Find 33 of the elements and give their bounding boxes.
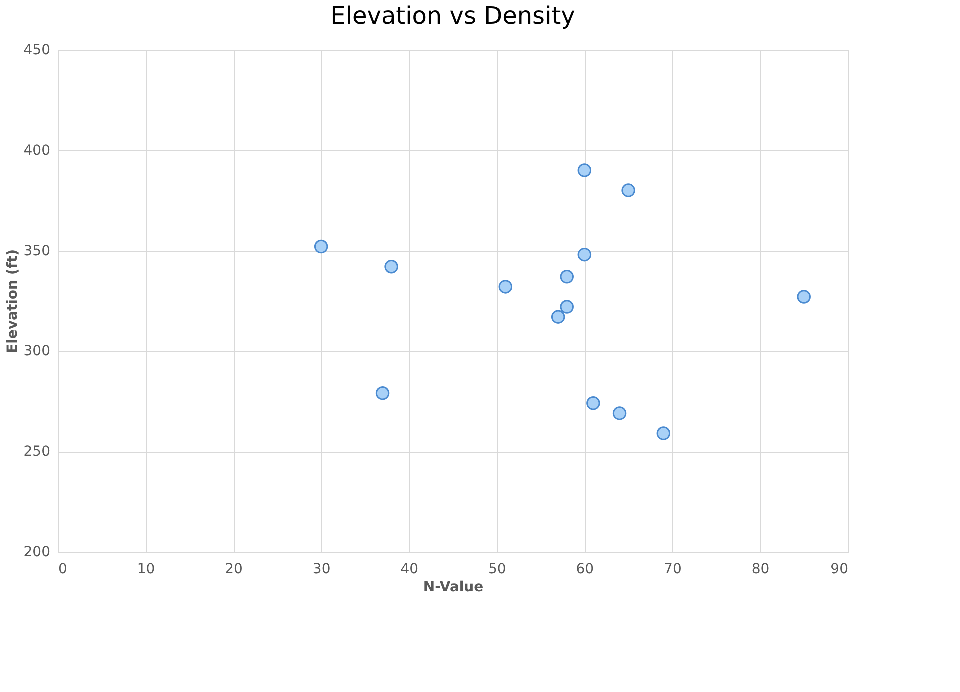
point <box>586 396 600 410</box>
x-tick-label: 50 <box>488 562 506 578</box>
x-tick-label: 70 <box>664 562 682 578</box>
y-tick-label: 300 <box>24 344 50 360</box>
point <box>612 406 627 420</box>
x-tick-label: 20 <box>225 562 243 578</box>
point <box>578 164 592 178</box>
x-tick-label: 80 <box>752 562 770 578</box>
y-tick-label: 450 <box>24 42 50 58</box>
point <box>498 280 513 294</box>
x-tick-label: 90 <box>830 562 848 578</box>
x-tick-label: 0 <box>58 562 68 578</box>
x-tick-label: 10 <box>137 562 156 578</box>
point <box>376 386 390 400</box>
point <box>578 248 592 262</box>
point <box>551 310 566 324</box>
point <box>314 240 328 254</box>
x-tick-label: 60 <box>576 562 594 578</box>
chart-title: Elevation vs Density <box>330 2 576 30</box>
point <box>656 426 671 440</box>
y-tick-label: 250 <box>24 444 50 460</box>
y-tick-label: 200 <box>24 544 50 560</box>
point <box>797 290 811 304</box>
point <box>622 184 636 198</box>
y-axis-title: Elevation (ft) <box>4 250 21 354</box>
y-tick-label: 400 <box>24 142 50 159</box>
y-tick-label: 350 <box>24 243 50 260</box>
x-axis-title: N-Value <box>423 580 484 596</box>
point <box>384 260 398 274</box>
x-tick-label: 30 <box>312 562 331 578</box>
point <box>560 300 574 314</box>
x-tick-label: 40 <box>400 562 419 578</box>
point <box>560 270 574 284</box>
